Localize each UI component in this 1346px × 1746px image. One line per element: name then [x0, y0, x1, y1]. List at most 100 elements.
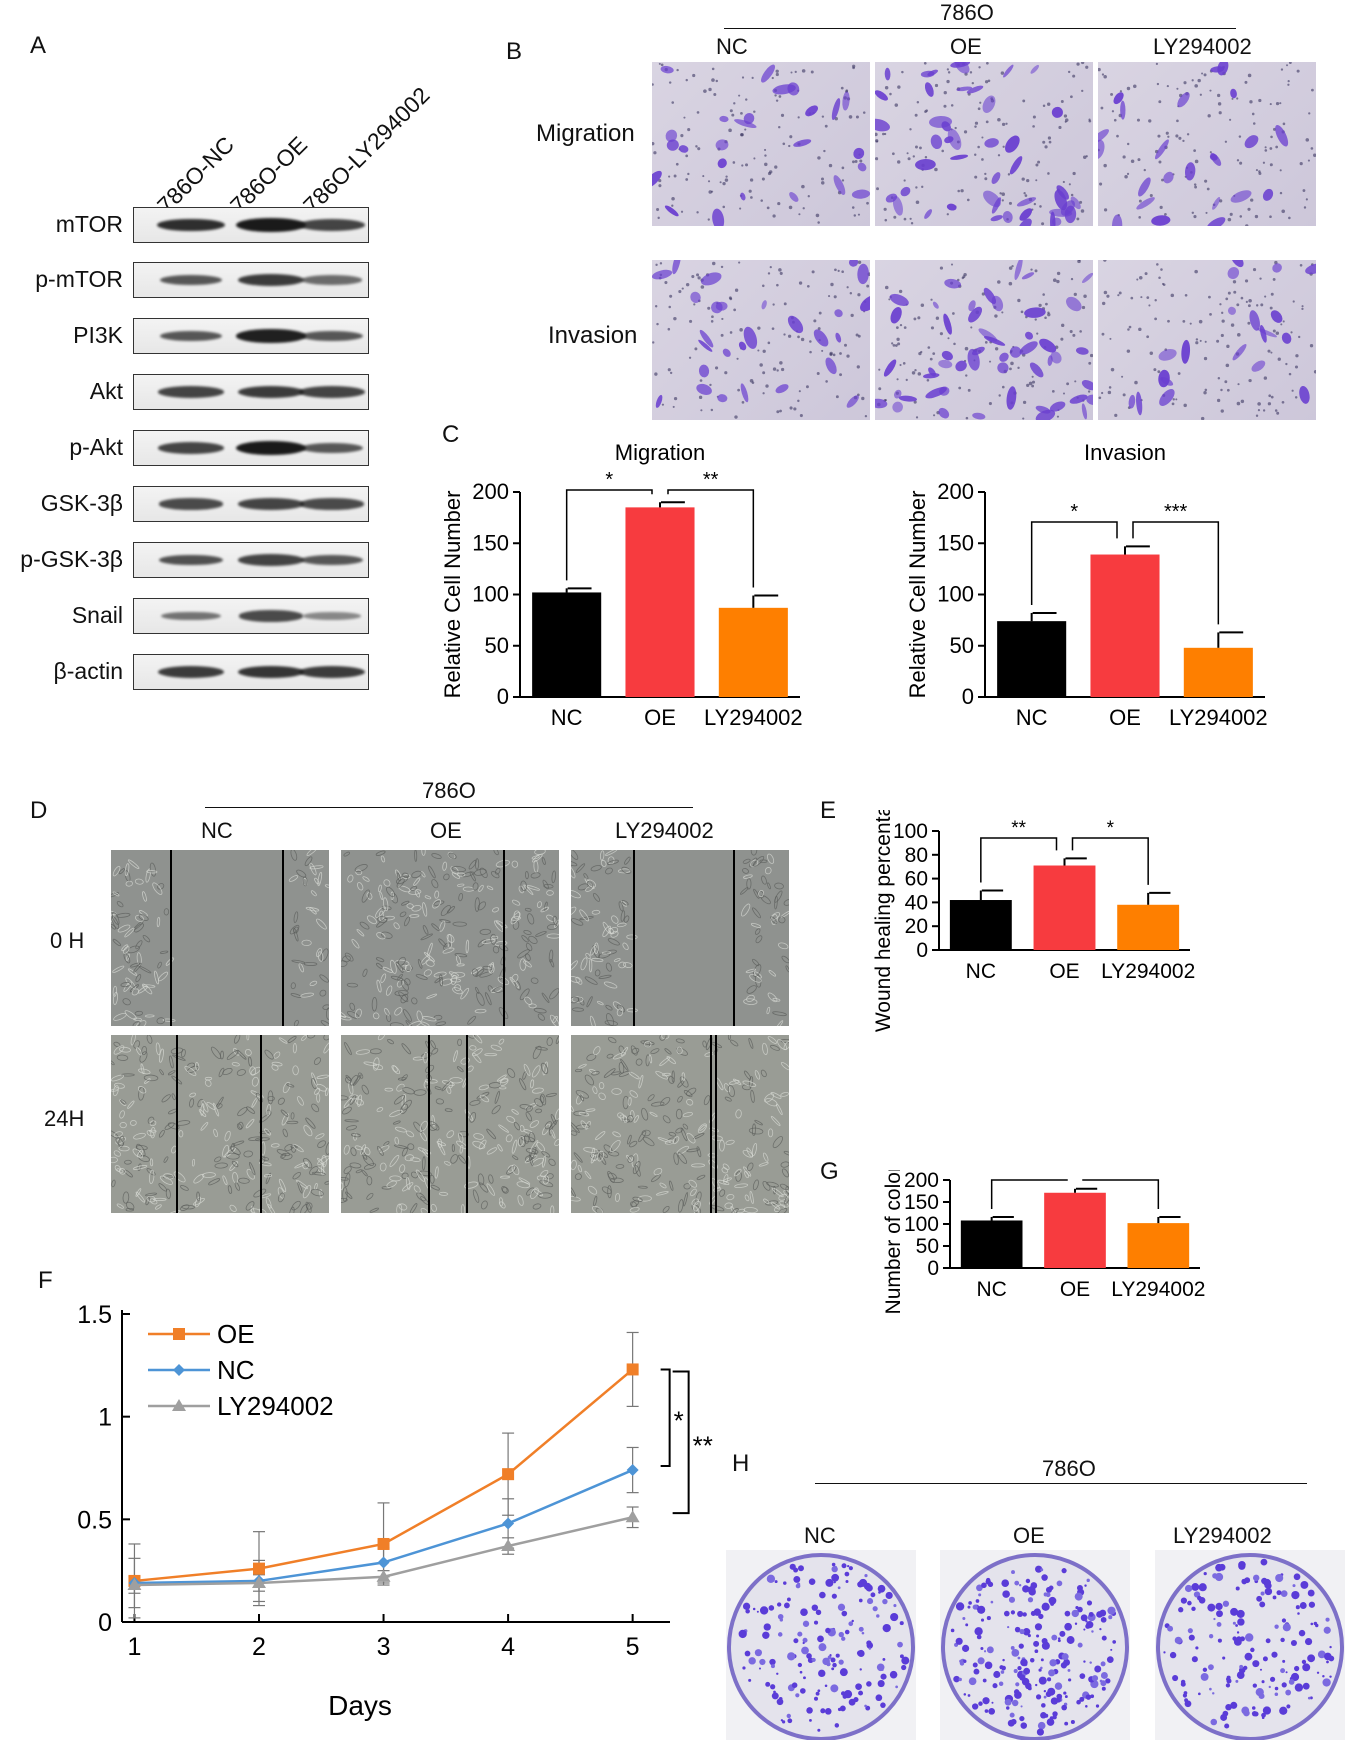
y-tick-label: 100: [904, 1213, 939, 1236]
protein-band: [301, 275, 363, 285]
data-point: [626, 1464, 639, 1477]
transwell-micrograph: [1098, 260, 1316, 420]
blot-strip: [133, 654, 369, 690]
y-axis-label: Number of colonies: [882, 1170, 905, 1314]
x-tick-label: 5: [626, 1633, 640, 1661]
header-line: [724, 28, 1236, 29]
y-tick-label: 50: [916, 1235, 939, 1258]
panel-letter-e: E: [820, 797, 837, 824]
y-axis-label: Relative Cell Number: [905, 491, 930, 699]
y-tick-label: 20: [905, 915, 928, 938]
bar: [1044, 1192, 1106, 1268]
protein-label: p-GSK-3β: [20, 546, 123, 572]
significance-label: **: [693, 1430, 713, 1460]
significance-label: **: [1113, 1170, 1128, 1181]
x-tick-label: 2: [252, 1633, 266, 1661]
x-tick-label: OE: [1109, 705, 1141, 730]
blot-strip: [133, 486, 369, 522]
lane-label: 786O-LY294002: [298, 81, 435, 219]
y-tick-label: 1.5: [77, 1301, 112, 1329]
x-axis-label: Days: [328, 1690, 392, 1721]
protein-band: [236, 218, 306, 232]
protein-band: [161, 611, 221, 621]
colony-plate: [1155, 1550, 1345, 1740]
legend-marker: [173, 1364, 185, 1376]
legend-label: OE: [217, 1319, 255, 1349]
blot-strip: [133, 374, 369, 410]
y-tick-label: 40: [905, 891, 928, 914]
y-tick-label: 60: [905, 868, 928, 891]
protein-label: PI3K: [73, 322, 123, 348]
group-label: NC: [716, 34, 748, 59]
x-tick-label: 4: [501, 1633, 515, 1661]
bar: [718, 607, 788, 697]
protein-band: [237, 665, 305, 679]
x-tick-label: LY294002: [1169, 705, 1268, 730]
protein-label: GSK-3β: [40, 490, 123, 516]
significance-bracket: [990, 1179, 1068, 1209]
protein-band: [238, 498, 304, 510]
blot-strip: [133, 318, 369, 354]
protein-band: [159, 554, 223, 566]
protein-band: [303, 612, 361, 620]
y-tick-label: 150: [472, 530, 509, 555]
data-point: [252, 1575, 266, 1588]
scratch-image: [341, 1035, 559, 1213]
protein-band: [158, 442, 224, 454]
protein-band: [159, 330, 223, 342]
colony-plate: [726, 1550, 916, 1740]
group-label: LY294002: [1153, 34, 1252, 59]
group-label: OE: [430, 818, 462, 843]
y-axis-label: Wound healing percentage(%): [872, 810, 895, 1032]
cell-line-label: 786O: [422, 778, 476, 803]
significance-bracket: [980, 837, 1058, 883]
x-tick-label: LY294002: [704, 705, 803, 730]
y-tick-label: 100: [937, 582, 974, 607]
data-point: [377, 1537, 390, 1550]
migration-bar-chart: Migration 0 50 100 150 200 Relative Cell Numbe…: [440, 440, 803, 730]
x-tick-label: 3: [377, 1633, 391, 1661]
bar: [1183, 647, 1253, 697]
protein-band: [300, 554, 364, 566]
x-tick-label: NC: [551, 705, 583, 730]
panel-letter-a: A: [30, 32, 47, 59]
y-tick-label: 0.5: [77, 1506, 112, 1534]
protein-band: [159, 274, 223, 286]
row-label: Invasion: [548, 322, 638, 349]
protein-band: [158, 386, 224, 398]
blot-strip: [133, 598, 369, 634]
significance-label: *: [674, 1406, 684, 1436]
panel-letter-g: G: [820, 1158, 839, 1185]
significance-label: *: [605, 469, 613, 491]
protein-band: [300, 442, 364, 454]
significance-bracket: [660, 1368, 671, 1467]
data-point: [625, 1510, 640, 1523]
legend-label: LY294002: [217, 1391, 334, 1421]
y-tick-label: 150: [904, 1191, 939, 1214]
y-tick-label: 100: [893, 820, 928, 843]
row-label: Migration: [536, 120, 635, 147]
data-point: [626, 1363, 639, 1376]
significance-bracket: [565, 489, 653, 581]
group-label: NC: [201, 818, 233, 843]
protein-band: [299, 666, 365, 678]
y-tick-label: 100: [472, 582, 509, 607]
panel-letter-h: H: [732, 1450, 750, 1477]
transwell-micrograph: [875, 62, 1093, 226]
bar: [960, 1220, 1023, 1268]
bar: [1090, 554, 1160, 697]
y-tick-label: 80: [905, 844, 928, 867]
group-label: OE: [1013, 1523, 1045, 1548]
data-point: [502, 1517, 515, 1530]
protein-band: [236, 329, 306, 343]
y-tick-label: 0: [916, 939, 928, 962]
y-tick-label: 50: [950, 633, 974, 658]
protein-label: Snail: [71, 602, 123, 628]
chart-title: Invasion: [1084, 440, 1166, 465]
transwell-micrograph: [875, 260, 1093, 420]
significance-bracket: [1071, 837, 1149, 885]
blot-strip: [133, 542, 369, 578]
